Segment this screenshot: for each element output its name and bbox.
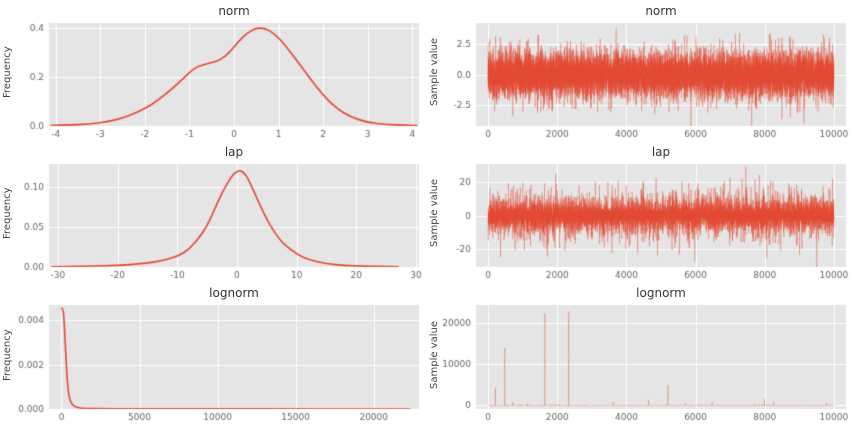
plot-title: lognorm — [636, 286, 686, 300]
subplot-lap-trace: lap Sample value — [427, 141, 854, 282]
y-axis-label: Frequency — [2, 329, 13, 381]
plot-title: norm — [645, 4, 677, 18]
plot-row: Sample value — [427, 19, 854, 141]
subplot-lognorm-density: lognorm Frequency — [0, 282, 427, 424]
plot-row: Sample value — [427, 160, 854, 282]
y-axis-label: Frequency — [2, 187, 13, 240]
norm-trace-plot-canvas — [442, 19, 854, 141]
plot-row: Frequency — [0, 19, 427, 141]
subplot-lap-density: lap Frequency — [0, 141, 427, 282]
plot-row: Frequency — [0, 160, 427, 282]
subplot-norm-trace: norm Sample value — [427, 0, 854, 141]
lognorm-trace-plot-canvas — [442, 301, 854, 424]
y-axis-label: Frequency — [2, 46, 13, 99]
lap-density-plot-canvas — [15, 160, 427, 282]
y-axis-label: Sample value — [429, 38, 440, 107]
plot-row: Frequency — [0, 301, 427, 424]
plot-title: lap — [224, 145, 244, 159]
y-axis-label: Sample value — [429, 321, 440, 389]
plot-title: lognorm — [209, 286, 259, 300]
y-axis-label: Sample value — [429, 179, 440, 248]
subplot-lognorm-trace: lognorm Sample value — [427, 282, 854, 424]
plot-row: Sample value — [427, 301, 854, 424]
lap-trace-plot-canvas — [442, 160, 854, 282]
plot-title: lap — [651, 145, 671, 159]
plot-title: norm — [218, 4, 250, 18]
subplot-norm-density: norm Frequency — [0, 0, 427, 141]
norm-density-plot-canvas — [15, 19, 427, 141]
lognorm-density-plot-canvas — [15, 301, 427, 424]
